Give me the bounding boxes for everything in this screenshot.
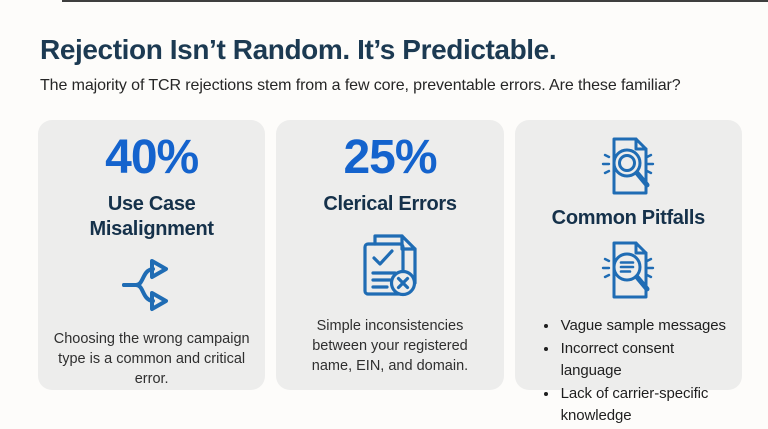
page-title: Rejection Isn’t Random. It’s Predictable… — [40, 34, 557, 65]
header: Rejection Isn’t Random. It’s Predictable… — [0, 0, 768, 95]
stat-percentage: 25% — [343, 131, 437, 184]
list-item: Lack of carrier-specific knowledge — [559, 383, 728, 428]
card-heading: Use Case Misalignment — [89, 193, 215, 240]
pitfalls-list: Vague sample messages Incorrect consent … — [529, 315, 728, 428]
page-subtitle: The majority of TCR rejections stem from… — [40, 77, 681, 95]
card-use-case-misalignment: 40% Use Case Misalignment Choosing the w… — [38, 120, 266, 390]
card-heading: Common Pitfalls — [551, 207, 706, 229]
card-common-pitfalls: Common Pitfalls Vague sample messages In… — [514, 120, 742, 424]
document-checklist-error-icon — [356, 231, 424, 301]
card-body-text: Simple inconsistencies between your regi… — [311, 317, 469, 374]
stat-cards-row: 40% Use Case Misalignment Choosing the w… — [38, 120, 742, 424]
list-item: Incorrect consent language — [559, 338, 728, 383]
document-search-text-icon — [599, 239, 657, 301]
stat-percentage: 40% — [105, 131, 199, 184]
top-edge-line — [62, 0, 768, 2]
list-item: Vague sample messages — [559, 315, 728, 338]
card-body-text: Choosing the wrong campaign type is a co… — [53, 331, 250, 388]
card-clerical-errors: 25% Clerical Errors Simple inconsistenci… — [276, 120, 504, 390]
document-search-icon — [599, 135, 657, 197]
card-heading: Clerical Errors — [323, 193, 457, 216]
split-arrows-icon — [120, 256, 184, 314]
